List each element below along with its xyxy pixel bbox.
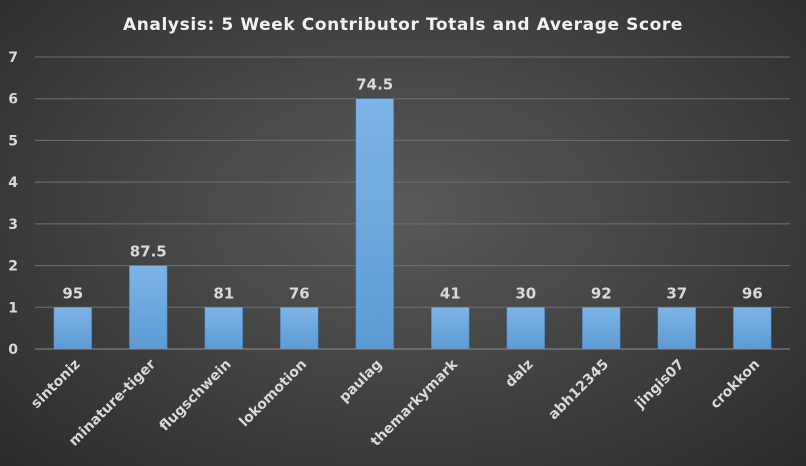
data-label: 76 (289, 284, 310, 302)
data-label: 92 (591, 284, 612, 302)
chart-title: Analysis: 5 Week Contributor Totals and … (123, 15, 683, 35)
y-tick-label: 3 (8, 217, 18, 233)
x-tick-label: abh12345 (545, 357, 612, 424)
data-label: 30 (515, 284, 536, 302)
x-tick-label: crokkon (707, 357, 763, 413)
data-label: 41 (440, 284, 461, 302)
x-tick-label: flugschwein (157, 357, 235, 435)
y-tick-label: 4 (8, 175, 18, 191)
bar (355, 98, 394, 350)
bar (657, 307, 696, 350)
bar (582, 307, 621, 350)
x-tick-label: sintoniz (28, 357, 83, 412)
x-tick-label: lokomotion (236, 357, 310, 431)
y-axis-ticks: 0 1 2 3 4 5 6 7 (8, 50, 18, 358)
y-tick-label: 7 (8, 50, 18, 66)
data-label: 37 (666, 284, 687, 302)
bar (733, 307, 772, 350)
data-label: 81 (213, 284, 234, 302)
bar (129, 265, 168, 350)
y-tick-label: 1 (8, 300, 18, 316)
bar (506, 307, 545, 350)
y-tick-label: 6 (8, 92, 18, 108)
bar (204, 307, 243, 350)
data-label: 74.5 (356, 76, 393, 94)
x-tick-label: jingis07 (632, 357, 688, 413)
y-tick-label: 0 (8, 342, 18, 358)
bar (280, 307, 319, 350)
bar (431, 307, 470, 350)
data-labels: 95 87.5 81 76 74.5 41 30 92 37 96 (62, 76, 762, 303)
x-tick-label: paulag (336, 357, 385, 406)
bars (53, 98, 772, 350)
y-tick-label: 2 (8, 259, 18, 275)
y-tick-label: 5 (8, 133, 18, 149)
data-label: 96 (742, 284, 763, 302)
x-tick-label: dalz (502, 357, 536, 391)
data-label: 87.5 (130, 243, 167, 261)
data-label: 95 (62, 284, 83, 302)
bar (53, 307, 92, 350)
